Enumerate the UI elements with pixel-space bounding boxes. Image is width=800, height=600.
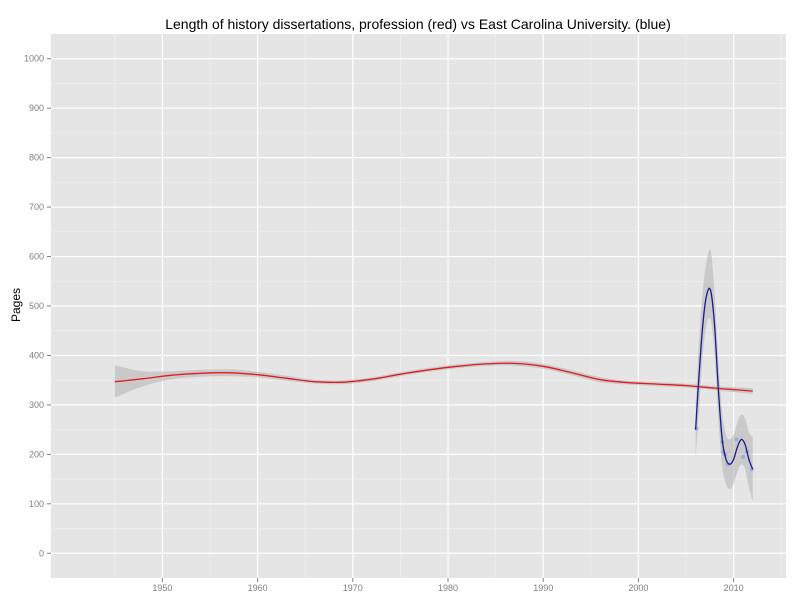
y-tick-label: 900: [29, 103, 44, 113]
y-tick-label: 800: [29, 153, 44, 163]
x-tick-label: 1990: [533, 583, 553, 593]
confidence-ribbon-ecu: [695, 249, 753, 502]
chart-title: Length of history dissertations, profess…: [165, 16, 671, 32]
x-tick-label: 1980: [438, 583, 458, 593]
series-line-ecu: [694, 287, 754, 470]
x-tick-label: 1970: [343, 583, 363, 593]
y-tick-label: 400: [29, 350, 44, 360]
y-tick-label: 500: [29, 301, 44, 311]
x-tick-label: 1960: [248, 583, 268, 593]
y-tick-label: 200: [29, 449, 44, 459]
confidence-ribbon-profession: [114, 360, 753, 398]
y-tick-label: 300: [29, 400, 44, 410]
x-tick-label: 1950: [152, 583, 172, 593]
y-axis-title: Pages: [9, 288, 23, 322]
ecu-data-point: [741, 454, 746, 459]
y-tick-label: 100: [29, 499, 44, 509]
y-tick-label: 0: [39, 548, 44, 558]
x-tick-label: 2010: [724, 583, 744, 593]
ecu-data-point: [725, 462, 730, 467]
x-tick-label: 2000: [628, 583, 648, 593]
ecu-data-point: [734, 437, 739, 442]
y-tick-label: 1000: [24, 54, 44, 64]
y-tick-label: 700: [29, 202, 44, 212]
plot-area: 1950 1960 1970 1980 1990 2000 2010 0 100 200 300 40…: [24, 34, 786, 593]
series-line-profession: [114, 362, 753, 392]
y-tick-label: 600: [29, 252, 44, 262]
